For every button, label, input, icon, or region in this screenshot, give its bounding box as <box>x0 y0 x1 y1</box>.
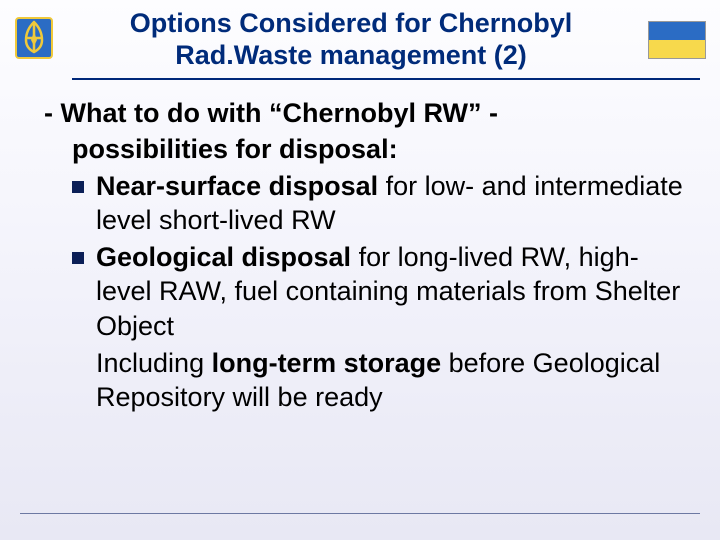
ukraine-coat-of-arms-icon <box>14 16 54 64</box>
note-bold: long-term storage <box>212 348 442 378</box>
footer-divider <box>20 513 700 514</box>
closing-note: Including long-term storage before Geolo… <box>96 346 692 415</box>
bullet-item-1: Near-surface disposal for low- and inter… <box>72 169 692 238</box>
bullet-1-bold: Near-surface disposal <box>96 171 378 201</box>
note-pre: Including <box>96 348 212 378</box>
title-container: Options Considered for Chernobyl Rad.Was… <box>54 8 648 72</box>
slide-header: Options Considered for Chernobyl Rad.Was… <box>0 0 720 72</box>
bullet-2-bold: Geological disposal <box>96 242 351 272</box>
bullet-item-2: Geological disposal for long-lived RW, h… <box>72 240 692 344</box>
title-line-2: Rad.Waste management (2) <box>175 40 527 70</box>
flag-yellow-stripe <box>649 40 705 58</box>
square-bullet-icon <box>72 252 84 264</box>
bullet-1-text: Near-surface disposal for low- and inter… <box>96 169 692 238</box>
lead-prefix: - What to do with <box>44 98 269 128</box>
slide-body: - What to do with “Chernobyl RW” - possi… <box>0 80 720 415</box>
lead-suffix: - <box>481 98 498 128</box>
lead-line: - What to do with “Chernobyl RW” - <box>59 96 692 131</box>
square-bullet-icon <box>72 181 84 193</box>
lead-subline: possibilities for disposal: <box>72 132 692 167</box>
bullet-2-text: Geological disposal for long-lived RW, h… <box>96 240 692 344</box>
slide-title: Options Considered for Chernobyl Rad.Was… <box>60 8 642 72</box>
flag-blue-stripe <box>649 22 705 40</box>
title-line-1: Options Considered for Chernobyl <box>130 8 573 38</box>
lead-quoted: “Chernobyl RW” <box>269 98 482 128</box>
ukraine-flag-icon <box>648 21 706 59</box>
